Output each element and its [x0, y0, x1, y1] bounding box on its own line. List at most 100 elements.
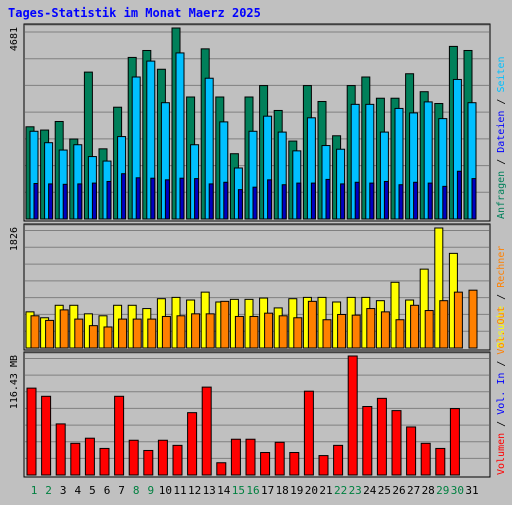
bar-volumen-day-5: [84, 437, 95, 476]
legend-item: Rechner: [496, 246, 507, 288]
bar-rechner-day-3: [59, 309, 69, 349]
bar-volumen-day-26: [391, 410, 402, 476]
bar-rechner-day-10: [161, 315, 171, 349]
bar-seiten-day-3: [62, 183, 68, 220]
bar-rechner-day-9: [147, 318, 157, 349]
bar-seiten-day-12: [194, 178, 200, 220]
legend-item: Seiten: [496, 56, 507, 92]
bar-volumen-day-2: [41, 395, 52, 476]
bar-volumen-day-27: [406, 426, 417, 476]
bar-seiten-day-9: [150, 177, 156, 220]
x-tick-label-day-8: 8: [133, 484, 140, 497]
bar-rechner-day-30: [453, 291, 463, 349]
bar-rechner-day-1: [30, 315, 40, 349]
x-tick-label-day-9: 9: [147, 484, 154, 497]
x-tick-label-day-13: 13: [203, 484, 216, 497]
bar-volumen-day-10: [157, 439, 168, 476]
bar-volumen-day-19: [289, 452, 300, 476]
bar-seiten-day-25: [383, 180, 389, 220]
bar-seiten-day-16: [252, 186, 258, 220]
bar-volumen-day-24: [362, 406, 373, 476]
bar-rechner-day-6: [103, 326, 113, 349]
bar-volumen-day-16: [245, 438, 256, 476]
bar-seiten-day-21: [325, 178, 331, 220]
bar-seiten-day-1: [33, 183, 39, 220]
x-tick-label-day-17: 17: [261, 484, 274, 497]
bar-volumen-day-25: [376, 397, 387, 476]
bar-seiten-day-14: [223, 181, 229, 220]
bar-rechner-day-2: [45, 319, 55, 349]
legend-item: Vol. Out: [496, 306, 507, 354]
y-axis-max-label: 116.43 MB: [9, 355, 20, 409]
x-tick-label-day-12: 12: [188, 484, 201, 497]
x-tick-label-day-10: 10: [159, 484, 172, 497]
x-tick-label-day-20: 20: [305, 484, 318, 497]
bar-volumen-day-30: [449, 408, 460, 476]
bar-volumen-day-11: [172, 444, 183, 476]
x-tick-label-day-1: 1: [31, 484, 38, 497]
bar-seiten-day-4: [77, 183, 83, 220]
bar-seiten-day-19: [296, 182, 302, 220]
x-tick-label-day-7: 7: [118, 484, 125, 497]
bar-volumen-day-28: [420, 442, 431, 476]
bar-seiten-day-23: [354, 181, 360, 220]
bar-rechner-day-11: [176, 315, 186, 349]
bar-seiten-day-11: [179, 177, 185, 220]
x-tick-label-day-2: 2: [45, 484, 52, 497]
bar-rechner-day-8: [132, 318, 142, 349]
bar-rechner-day-23: [351, 314, 361, 349]
bar-seiten-day-2: [48, 183, 54, 220]
bar-volumen-day-8: [128, 439, 139, 476]
bar-rechner-day-25: [380, 311, 390, 349]
bar-volumen-day-1: [26, 387, 37, 476]
bar-rechner-day-28: [424, 310, 434, 349]
bar-rechner-day-20: [307, 300, 317, 349]
x-tick-label-day-31: 31: [465, 484, 478, 497]
legend-separator: /: [496, 288, 507, 306]
x-axis-day-labels: 1 2 3 4 5 6 7 8 9 10 11 12 13 14 15 16 17 18 19 20 21 22 23 24 2…: [31, 484, 479, 497]
bar-seiten-day-26: [398, 184, 404, 220]
x-tick-label-day-30: 30: [451, 484, 464, 497]
bar-seiten-day-17: [267, 179, 273, 220]
bar-besuche-day-26: [390, 281, 400, 349]
x-tick-label-day-23: 23: [349, 484, 362, 497]
bar-rechner-day-4: [74, 318, 84, 349]
bar-rechner-day-24: [366, 308, 376, 349]
bar-seiten-day-28: [427, 182, 433, 220]
bar-rechner-day-22: [337, 313, 347, 349]
bar-rechner-day-12: [191, 313, 201, 349]
bar-besuche-day-28: [419, 268, 429, 349]
y-axis-max-label: 4681: [9, 27, 20, 51]
legend-hits: Anfragen / Dateien / Seiten: [496, 56, 507, 219]
x-tick-label-day-19: 19: [290, 484, 303, 497]
bar-rechner-day-19: [293, 317, 303, 349]
bar-rechner-day-5: [88, 325, 98, 349]
legend-separator: /: [496, 153, 507, 171]
legend-item: Anfragen: [496, 171, 507, 219]
y-axis-max-label: 1826: [9, 227, 20, 251]
bar-volumen-day-23: [347, 355, 358, 476]
legend-item: Volumen: [496, 433, 507, 475]
legend-volume: Volumen / Vol. In / Vol. Out: [496, 306, 507, 475]
panel-hits: 4681 Anfragen / Dateien / Seiten: [9, 23, 507, 222]
bar-rechner-day-13: [205, 313, 215, 349]
bar-volumen-day-3: [55, 423, 66, 476]
x-tick-label-day-3: 3: [60, 484, 67, 497]
legend-item: Vol. In: [496, 373, 507, 415]
bar-seiten-day-5: [91, 182, 97, 220]
bar-rechner-day-16: [249, 315, 259, 349]
x-tick-label-day-24: 24: [363, 484, 377, 497]
legend-separator: /: [496, 355, 507, 373]
bar-volumen-day-18: [274, 441, 285, 476]
bar-rechner-day-15: [234, 315, 244, 349]
bar-volumen-day-29: [435, 447, 446, 476]
bar-seiten-day-27: [413, 181, 419, 220]
bar-rechner-day-27: [410, 304, 420, 349]
bar-rechner-day-17: [264, 312, 274, 349]
bar-rechner-day-29: [439, 300, 449, 349]
x-tick-label-day-5: 5: [89, 484, 96, 497]
chart-title: Tages-Statistik im Monat Maerz 2025: [8, 6, 261, 20]
bar-seiten-day-20: [310, 182, 316, 220]
